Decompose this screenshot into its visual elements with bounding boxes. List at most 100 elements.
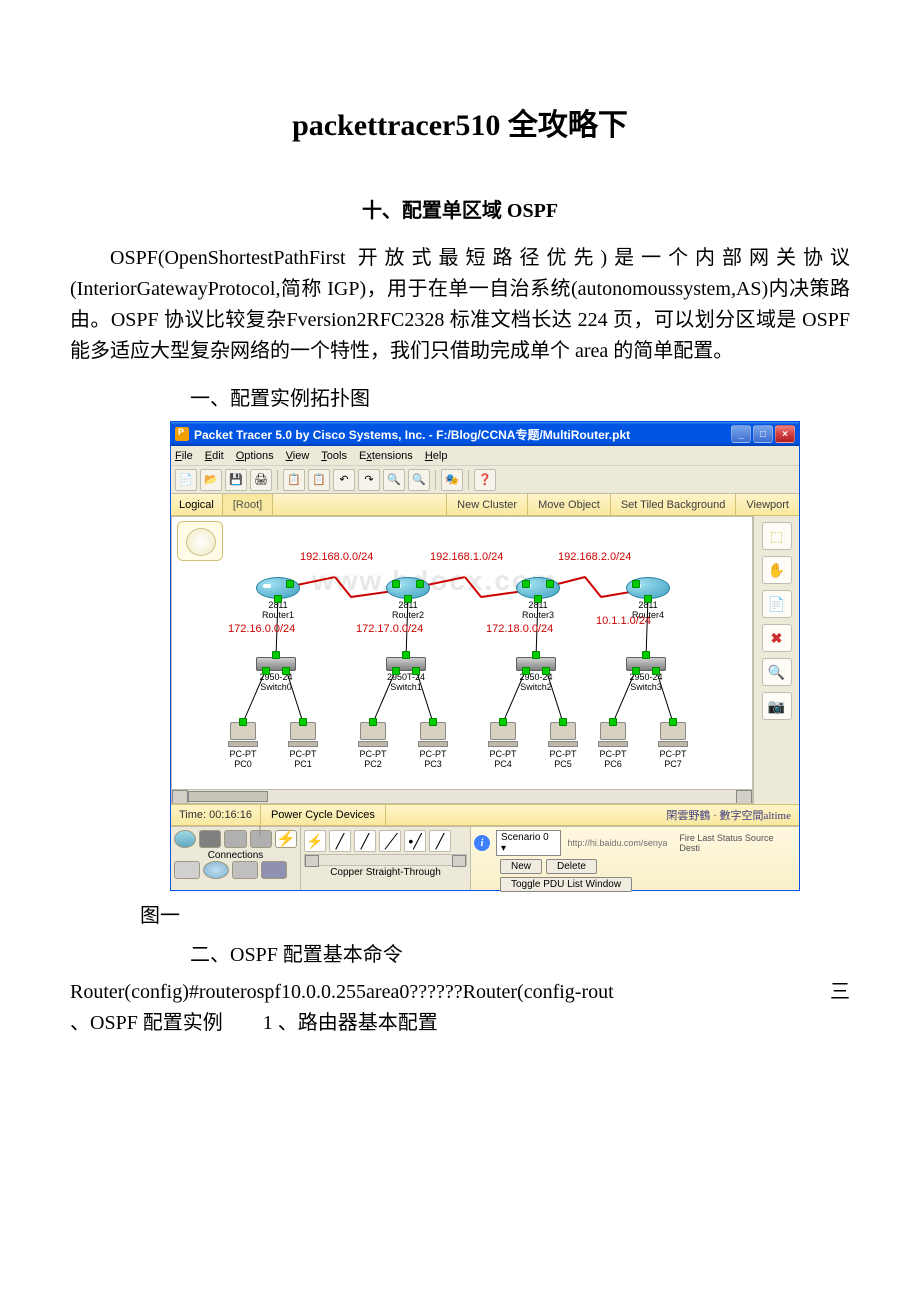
toolbar-button-14[interactable]: ❓ (474, 469, 496, 491)
toolbar-button-5[interactable]: 📋 (283, 469, 305, 491)
custom-icon[interactable] (232, 861, 258, 879)
right-tool-2[interactable]: 📄 (762, 590, 792, 618)
toolbar-button-1[interactable]: 📂 (200, 469, 222, 491)
menu-help[interactable]: Help (425, 450, 448, 462)
menu-edit[interactable]: Edit (205, 450, 224, 462)
navigation-pod[interactable] (177, 521, 223, 561)
link-status-dot (369, 718, 377, 726)
minimize-button[interactable]: _ (731, 425, 751, 443)
toolbar-button-2[interactable]: 💾 (225, 469, 247, 491)
info-icon[interactable]: i (474, 835, 490, 851)
connections-label: Connections (174, 850, 297, 861)
power-cycle-button[interactable]: Power Cycle Devices (260, 805, 386, 825)
canvas-scrollbar[interactable] (172, 789, 752, 803)
toolbar-button-12[interactable]: 🎭 (441, 469, 463, 491)
phone-connection-icon[interactable]: ╱ (429, 830, 451, 852)
router-label: 2811Router3 (508, 601, 568, 621)
right-tool-5[interactable]: 📷 (762, 692, 792, 720)
link-status-dot (534, 595, 542, 603)
pdu-headers: Fire Last Status Source Desti (679, 833, 796, 853)
switch-label: 2950-24Switch0 (246, 673, 306, 693)
link-status-dot (499, 718, 507, 726)
right-tool-4[interactable]: 🔍 (762, 658, 792, 686)
intro-paragraph: OSPF(OpenShortestPathFirst 开放式最短路径优先)是一个… (70, 243, 850, 367)
right-toolbar: ⬚ ✋ 📄 ✖ 🔍 📷 (753, 516, 799, 804)
network-label: 192.168.1.0/24 (430, 551, 503, 563)
new-cluster-button[interactable]: New Cluster (446, 494, 527, 515)
scenario-url: http://hi.baidu.com/senya (567, 838, 667, 848)
link-status-dot (532, 651, 540, 659)
straight-connection-icon[interactable]: ╱ (354, 830, 376, 852)
link-status-dot (282, 667, 290, 675)
right-tool-1[interactable]: ✋ (762, 556, 792, 584)
network-label: 192.168.2.0/24 (558, 551, 631, 563)
console-connection-icon[interactable]: ╱ (329, 830, 351, 852)
link-status-dot (644, 595, 652, 603)
link-status-dot (546, 580, 554, 588)
pc-label: PC-PTPC2 (343, 750, 403, 770)
switches-category-icon[interactable] (199, 830, 221, 848)
maximize-button[interactable]: □ (753, 425, 773, 443)
new-scenario-button[interactable]: New (500, 859, 542, 874)
toolbar-button-9[interactable]: 🔍 (383, 469, 405, 491)
toolbar-button-10[interactable]: 🔍 (408, 469, 430, 491)
link-status-dot (609, 718, 617, 726)
routers-category-icon[interactable] (174, 830, 196, 848)
end-devices-icon[interactable] (174, 861, 200, 879)
subheading-commands: 二、OSPF 配置基本命令 (190, 938, 850, 967)
move-object-button[interactable]: Move Object (527, 494, 610, 515)
wan-icon[interactable] (203, 861, 229, 879)
document-title: packettracer510 全攻略下 (70, 100, 850, 144)
link-status-dot (239, 718, 247, 726)
logical-tab[interactable]: Logical (171, 499, 222, 511)
menu-extensions[interactable]: Extensions (359, 450, 413, 462)
link-status-dot (412, 667, 420, 675)
toggle-pdu-button[interactable]: Toggle PDU List Window (500, 877, 632, 892)
figure-caption: 图一 (140, 899, 850, 928)
wireless-category-icon[interactable]: | (250, 830, 272, 848)
toolbar-button-0[interactable]: 📄 (175, 469, 197, 491)
link-status-dot (272, 651, 280, 659)
toolbar-button-7[interactable]: ↶ (333, 469, 355, 491)
switch-label: 2950-24Switch3 (616, 673, 676, 693)
menu-tools[interactable]: Tools (321, 450, 347, 462)
titlebar: Packet Tracer 5.0 by Cisco Systems, Inc.… (171, 422, 799, 446)
toolbar-button-6[interactable]: 📋 (308, 469, 330, 491)
multiuser-icon[interactable] (261, 861, 287, 879)
toolbar-button-8[interactable]: ↷ (358, 469, 380, 491)
pc-label: PC-PTPC0 (213, 750, 273, 770)
network-label: 192.168.0.0/24 (300, 551, 373, 563)
body-line-2: 、OSPF 配置实例 1 、路由器基本配置 (70, 1008, 850, 1039)
toolbar-button-3[interactable]: 🖨 (250, 469, 272, 491)
viewport-button[interactable]: Viewport (735, 494, 799, 515)
window-title: Packet Tracer 5.0 by Cisco Systems, Inc.… (194, 426, 731, 443)
menu-view[interactable]: View (286, 450, 310, 462)
menu-options[interactable]: Options (236, 450, 274, 462)
menubar: File Edit Options View Tools Extensions … (171, 446, 799, 466)
pc-label: PC-PTPC6 (583, 750, 643, 770)
scenario-select[interactable]: Scenario 0 ▾ (496, 830, 561, 856)
network-label: 172.16.0.0/24 (228, 623, 295, 635)
link-status-dot (559, 718, 567, 726)
auto-connection-icon[interactable]: ⚡ (304, 830, 326, 852)
pc-label: PC-PTPC3 (403, 750, 463, 770)
connection-scrollbar[interactable] (304, 854, 467, 866)
crossover-connection-icon[interactable]: ╱ (379, 830, 401, 852)
close-button[interactable]: × (775, 425, 795, 443)
time-label: Time: 00:16:16 (171, 809, 260, 821)
connections-category-icon[interactable]: ⚡ (275, 830, 297, 848)
main-toolbar: 📄📂💾🖨📋📋↶↷🔍🔍🎭❓ (171, 466, 799, 494)
right-tool-3[interactable]: ✖ (762, 624, 792, 652)
right-tool-0[interactable]: ⬚ (762, 522, 792, 550)
link-status-dot (392, 580, 400, 588)
hubs-category-icon[interactable] (224, 830, 246, 848)
topology-canvas[interactable]: www.bdocx.com 192.168.0.0/24192.168.1.0/… (171, 516, 753, 804)
fiber-connection-icon[interactable]: •╱ (404, 830, 426, 852)
breadcrumb-root[interactable]: [Root] (222, 494, 273, 515)
delete-scenario-button[interactable]: Delete (546, 859, 597, 874)
router-label: 2811Router1 (248, 601, 308, 621)
set-tiled-bg-button[interactable]: Set Tiled Background (610, 494, 736, 515)
scenario-panel: i Scenario 0 ▾ http://hi.baidu.com/senya… (471, 827, 799, 890)
window-buttons: _ □ × (731, 425, 795, 443)
menu-file[interactable]: File (175, 450, 193, 462)
